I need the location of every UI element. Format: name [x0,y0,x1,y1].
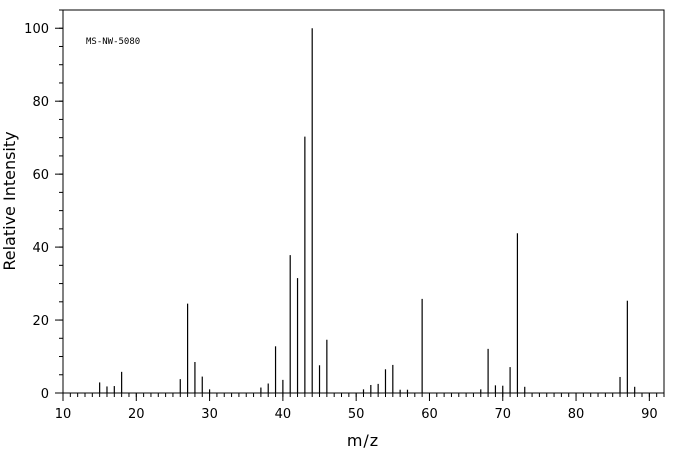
x-tick-label: 30 [201,407,218,422]
x-axis-title: m/z [347,431,379,450]
y-tick-label: 80 [32,95,49,110]
spectrum-code-label: MS-NW-5080 [86,37,140,47]
y-tick-label: 0 [41,387,49,402]
peaks-layer [99,28,636,393]
x-tick-label: 20 [128,407,145,422]
x-tick-label: 80 [568,407,585,422]
x-tick-label: 10 [55,407,72,422]
y-tick-label: 20 [32,314,49,329]
y-axis-title: Relative Intensity [0,131,19,270]
y-tick-label: 40 [32,241,49,256]
y-tick-label: 100 [24,22,49,37]
x-tick-label: 50 [348,407,365,422]
x-tick-label: 40 [275,407,292,422]
y-tick-label: 60 [32,168,49,183]
x-tick-label: 60 [421,407,438,422]
axes-layer: 10 20 30 40 50 60 70 80 90 0 20 40 60 80 100 [24,9,665,422]
x-tick-label: 70 [494,407,511,422]
plot-frame [62,9,665,394]
x-tick-label: 90 [641,407,658,422]
